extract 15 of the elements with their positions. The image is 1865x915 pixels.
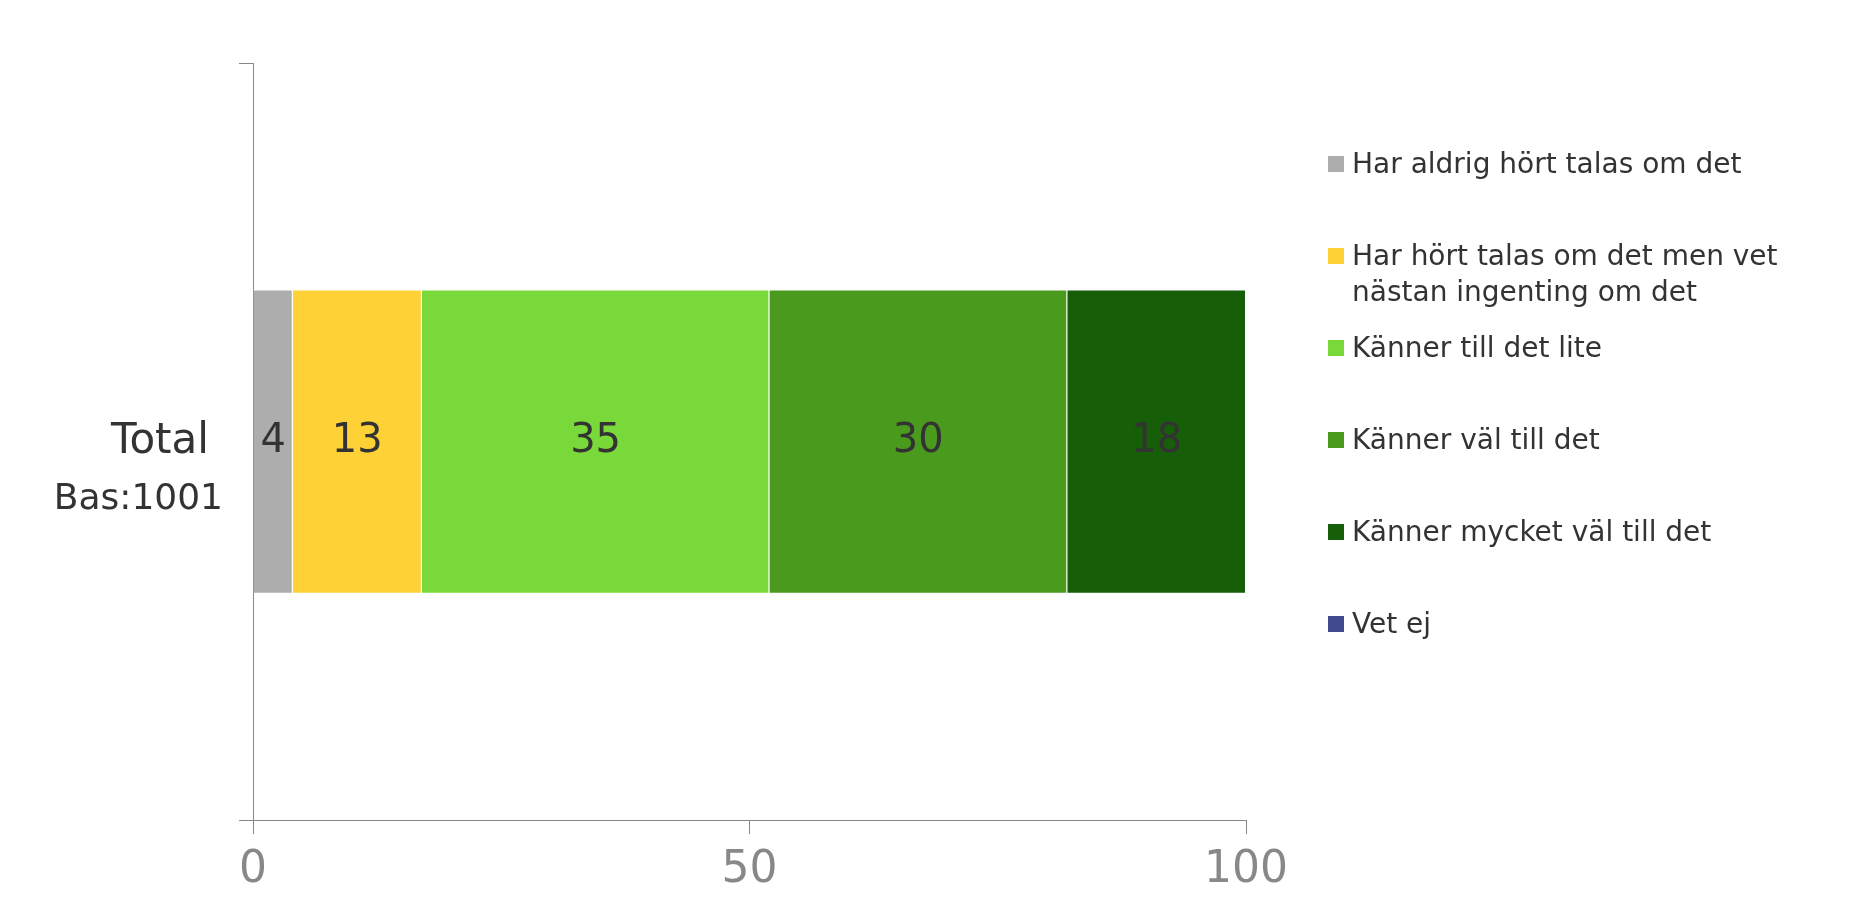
- data-label: 4: [260, 415, 286, 462]
- legend-label: Har aldrig hört talas om det: [1352, 146, 1742, 182]
- data-label: 30: [892, 415, 944, 462]
- legend-label: Känner till det lite: [1352, 330, 1603, 366]
- x-tick-label: 0: [239, 841, 267, 893]
- legend-label: Har hört talas om det men vet nästan ingenting om det: [1352, 238, 1779, 310]
- y-tick-label: Total: [109, 413, 209, 463]
- legend-label: Känner mycket väl till det: [1352, 514, 1712, 550]
- data-label: 35: [570, 415, 622, 462]
- data-label: 13: [331, 415, 383, 462]
- text: Bas:1001: [53, 476, 223, 518]
- x-tick-label: 100: [1204, 841, 1288, 893]
- legend-label: Vet ej: [1352, 606, 1432, 642]
- x-tick-label: 50: [721, 841, 778, 893]
- legend-label: Känner väl till det: [1352, 422, 1600, 458]
